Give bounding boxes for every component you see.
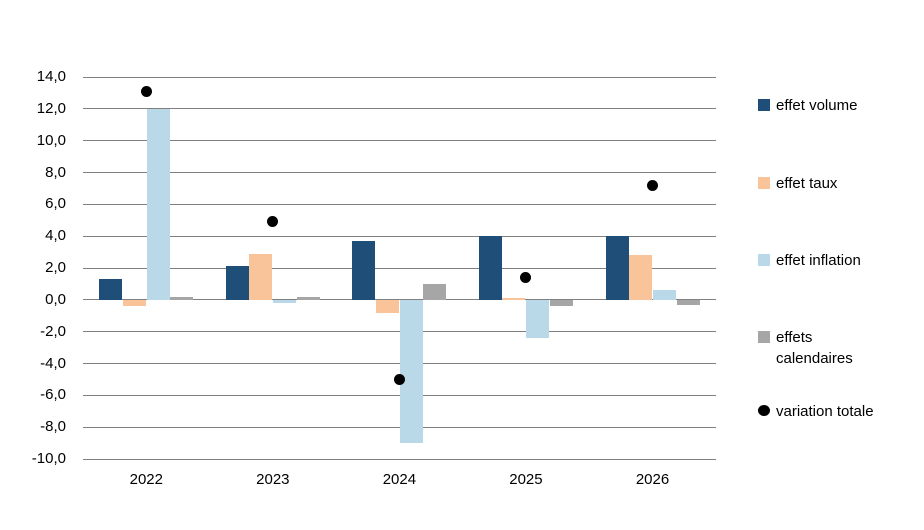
bar-effets-calendaires — [423, 283, 447, 300]
scatter-dot-variation-totale — [267, 216, 279, 228]
y-tick-label: 12,0 — [36, 99, 66, 117]
x-tick-label: 2023 — [256, 471, 290, 488]
bar-effet-inflation — [526, 299, 550, 339]
bar-effets-calendaires — [170, 296, 194, 300]
legend-square-icon — [758, 177, 770, 189]
scatter-dot-variation-totale — [393, 373, 405, 385]
scatter-dot-variation-totale — [647, 179, 658, 191]
y-tick-label: 8,0 — [45, 163, 66, 181]
y-tick-label: -10,0 — [31, 450, 66, 467]
bar-effets-calendaires — [676, 299, 700, 305]
y-tick-label: 10,0 — [36, 131, 66, 149]
gridline — [83, 363, 716, 364]
y-tick-label: -4,0 — [40, 354, 66, 372]
legend-item-effet-taux: effet taux — [758, 173, 837, 194]
x-tick-label: 2025 — [509, 471, 543, 488]
legend-label: effet volume — [776, 97, 858, 114]
legend-item-effets-calendaires: effets calendaires — [758, 327, 886, 369]
gridline — [83, 267, 716, 269]
scatter-dot-variation-totale — [140, 85, 152, 97]
y-tick-label: 6,0 — [45, 195, 66, 213]
y-tick-label: -8,0 — [40, 418, 66, 436]
y-tick-label: 14,0 — [36, 68, 66, 85]
bar-effet-inflation — [399, 299, 423, 444]
gridline — [83, 394, 716, 396]
bar-effet-volume — [605, 236, 629, 300]
bar-effet-taux — [122, 299, 146, 307]
bar-effet-volume — [99, 279, 123, 300]
gridline — [83, 458, 716, 460]
gridline — [83, 331, 716, 333]
bar-effet-taux — [375, 299, 399, 313]
gridline — [83, 108, 716, 110]
bar-effets-calendaires — [296, 296, 320, 300]
bar-effet-taux — [502, 298, 526, 301]
y-tick-label: 0,0 — [45, 290, 66, 308]
bar-effet-volume — [352, 240, 376, 300]
legend-item-effet-volume: effet volume — [758, 95, 857, 116]
legend-label: effet inflation — [776, 252, 861, 269]
gridline — [83, 426, 716, 428]
x-tick-label: 2024 — [382, 471, 417, 488]
gridline — [83, 235, 716, 237]
legend-square-icon — [758, 99, 770, 111]
scatter-dot-variation-totale — [520, 272, 532, 284]
y-tick-label: -2,0 — [40, 322, 66, 340]
legend-label: effet taux — [776, 175, 838, 192]
bar-effet-volume — [478, 236, 502, 300]
x-tick-label: 2022 — [129, 471, 163, 488]
legend-square-icon — [758, 331, 770, 343]
x-tick-label: 2026 — [635, 471, 670, 488]
gridline — [83, 140, 716, 142]
y-tick-label: 4,0 — [45, 227, 66, 245]
y-tick-label: -6,0 — [40, 386, 66, 404]
bar-effet-taux — [629, 255, 652, 300]
bar-effet-inflation — [146, 108, 170, 300]
gridline — [83, 172, 716, 173]
plot-area — [83, 76, 716, 460]
bar-effet-taux — [249, 253, 273, 300]
legend-item-effet-inflation: effet inflation — [758, 250, 861, 271]
legend-square-icon — [758, 254, 770, 266]
bar-effet-inflation — [273, 299, 297, 303]
gridline — [83, 299, 716, 301]
legend-label: effets calendaires — [776, 329, 853, 367]
legend-label: variation totale — [776, 403, 874, 420]
gridline — [83, 76, 716, 78]
legend-item-variation-totale: variation totale — [758, 401, 874, 422]
gridline — [83, 203, 716, 205]
bar-effets-calendaires — [549, 299, 573, 307]
y-tick-label: 2,0 — [45, 259, 66, 276]
bar-effet-volume — [225, 266, 249, 300]
legend-circle-icon — [758, 405, 770, 416]
bar-effet-inflation — [653, 290, 676, 300]
